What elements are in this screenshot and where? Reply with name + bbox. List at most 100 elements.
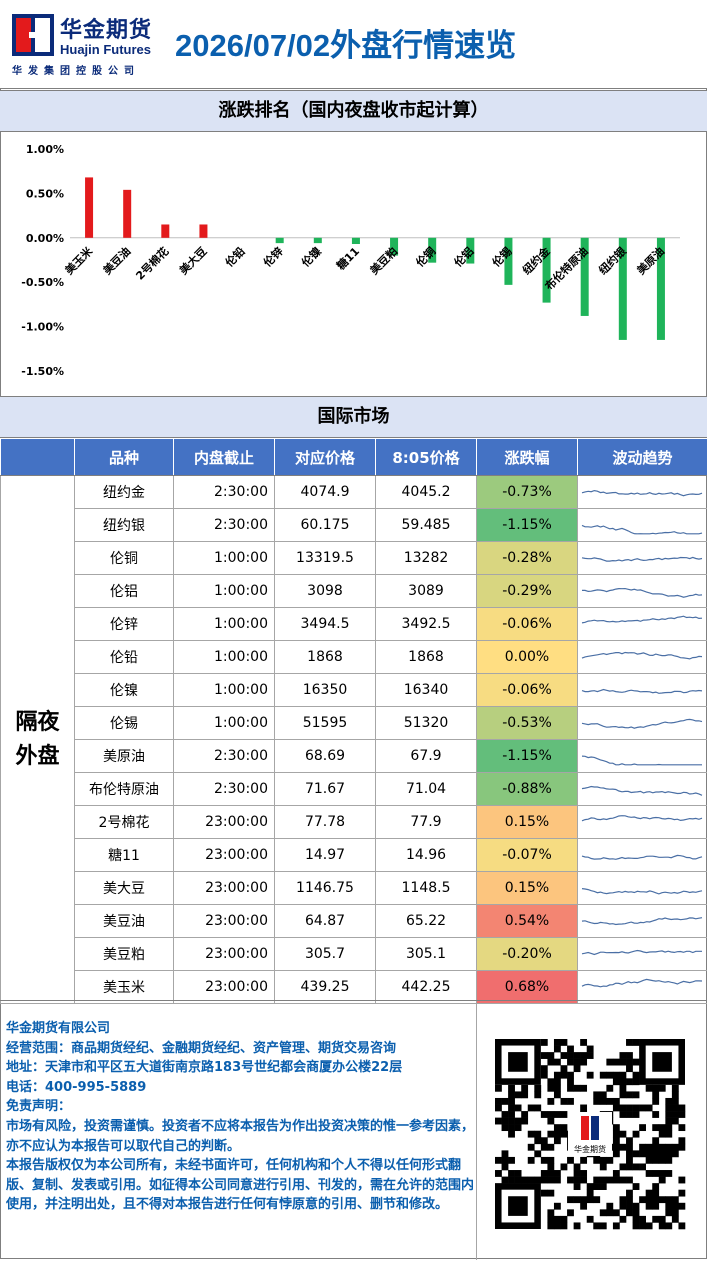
company-address: 地址：天津市和平区五大道街南京路183号世纪都会商厦办公楼22层: [6, 1058, 476, 1078]
qr-module: [659, 1222, 666, 1229]
qr-module: [534, 1091, 541, 1098]
qr-module: [619, 1163, 626, 1170]
qr-module: [646, 1085, 653, 1092]
qr-module: [665, 1144, 672, 1151]
cell-price: 77.9: [376, 806, 477, 839]
qr-module: [547, 1144, 554, 1151]
qr-module: [521, 1091, 528, 1098]
qr-module: [678, 1203, 685, 1210]
qr-module: [515, 1124, 522, 1131]
cell-trend: [578, 641, 707, 674]
qr-module: [626, 1105, 633, 1112]
y-tick-label: 1.00%: [26, 143, 64, 156]
col-header: 内盘截止: [174, 439, 275, 476]
qr-module: [502, 1098, 509, 1105]
qr-module: [574, 1177, 581, 1184]
qr-module: [652, 1170, 659, 1177]
company-name: 华金期货有限公司: [6, 1019, 476, 1039]
qr-module: [678, 1105, 685, 1112]
logo-cn-text: 华金期货: [60, 12, 152, 44]
qr-module: [495, 1098, 502, 1105]
qr-module: [547, 1163, 554, 1170]
qr-module: [659, 1085, 666, 1092]
cell-price: 59.485: [376, 509, 477, 542]
qr-module: [672, 1209, 679, 1216]
qr-module: [619, 1072, 626, 1079]
qr-module: [600, 1098, 607, 1105]
qr-module: [639, 1144, 646, 1151]
qr-module: [508, 1124, 515, 1131]
cell-ref-price: 68.69: [275, 740, 376, 773]
qr-module: [619, 1216, 626, 1223]
qr-code-icon: 华金期货: [477, 1001, 707, 1260]
qr-module: [606, 1203, 613, 1210]
cell-change: -0.53%: [477, 707, 578, 740]
qr-module: [613, 1078, 620, 1085]
qr-module: [613, 1150, 620, 1157]
qr-module: [606, 1177, 613, 1184]
ranking-title: 涨跌排名（国内夜盘收市起计算）: [0, 90, 707, 132]
cell-change: 0.00%: [477, 641, 578, 674]
qr-module: [626, 1209, 633, 1216]
cell-name: 伦镍: [75, 674, 174, 707]
qr-module: [567, 1078, 574, 1085]
cell-change: 0.15%: [477, 872, 578, 905]
footer: 华金期货有限公司 经营范围：商品期货经纪、金融期货经纪、资产管理、期货交易咨询 …: [0, 1000, 707, 1260]
qr-module: [508, 1098, 515, 1105]
cell-close-time: 23:00:00: [174, 971, 275, 1004]
qr-module: [606, 1059, 613, 1066]
qr-module: [633, 1163, 640, 1170]
qr-module: [502, 1150, 509, 1157]
qr-module: [619, 1105, 626, 1112]
category-label: 伦镍: [298, 244, 323, 269]
qr-module: [672, 1196, 679, 1203]
huajin-logo-icon: [12, 14, 54, 56]
trend-sparkline: [578, 543, 706, 573]
qr-module: [528, 1131, 535, 1138]
cell-name: 糖11: [75, 839, 174, 872]
qr-module: [547, 1170, 554, 1177]
qr-module: [613, 1059, 620, 1066]
footer-text: 华金期货有限公司 经营范围：商品期货经纪、金融期货经纪、资产管理、期货交易咨询 …: [6, 1019, 476, 1215]
qr-module: [541, 1052, 548, 1059]
bar: [276, 238, 284, 243]
company-phone: 电话：400-995-5889: [6, 1078, 476, 1098]
qr-module: [626, 1111, 633, 1118]
qr-module: [554, 1131, 561, 1138]
group-label-line-1: 隔夜: [1, 706, 74, 740]
qr-module: [626, 1059, 633, 1066]
cell-ref-price: 4074.9: [275, 476, 376, 509]
qr-module: [633, 1078, 640, 1085]
cell-change: -0.29%: [477, 575, 578, 608]
business-scope: 经营范围：商品期货经纪、金融期货经纪、资产管理、期货交易咨询: [6, 1039, 476, 1059]
qr-module: [547, 1052, 554, 1059]
cell-ref-price: 3494.5: [275, 608, 376, 641]
qr-module: [672, 1216, 679, 1223]
qr-module: [574, 1059, 581, 1066]
col-header: 品种: [75, 439, 174, 476]
cell-close-time: 2:30:00: [174, 509, 275, 542]
qr-module: [567, 1196, 574, 1203]
cell-close-time: 23:00:00: [174, 938, 275, 971]
qr-module: [613, 1098, 620, 1105]
cell-ref-price: 1868: [275, 641, 376, 674]
qr-module: [574, 1052, 581, 1059]
qr-module: [678, 1137, 685, 1144]
qr-module: [619, 1196, 626, 1203]
qr-module: [508, 1118, 515, 1125]
trend-sparkline: [578, 510, 706, 540]
qr-module: [665, 1150, 672, 1157]
qr-module: [665, 1098, 672, 1105]
qr-module: [646, 1157, 653, 1164]
qr-module: [567, 1098, 574, 1105]
qr-module: [665, 1124, 672, 1131]
qr-module: [665, 1203, 672, 1210]
cell-change: -1.15%: [477, 509, 578, 542]
qr-module: [547, 1216, 554, 1223]
qr-module: [633, 1039, 640, 1046]
qr-module: [600, 1157, 607, 1164]
cell-price: 67.9: [376, 740, 477, 773]
